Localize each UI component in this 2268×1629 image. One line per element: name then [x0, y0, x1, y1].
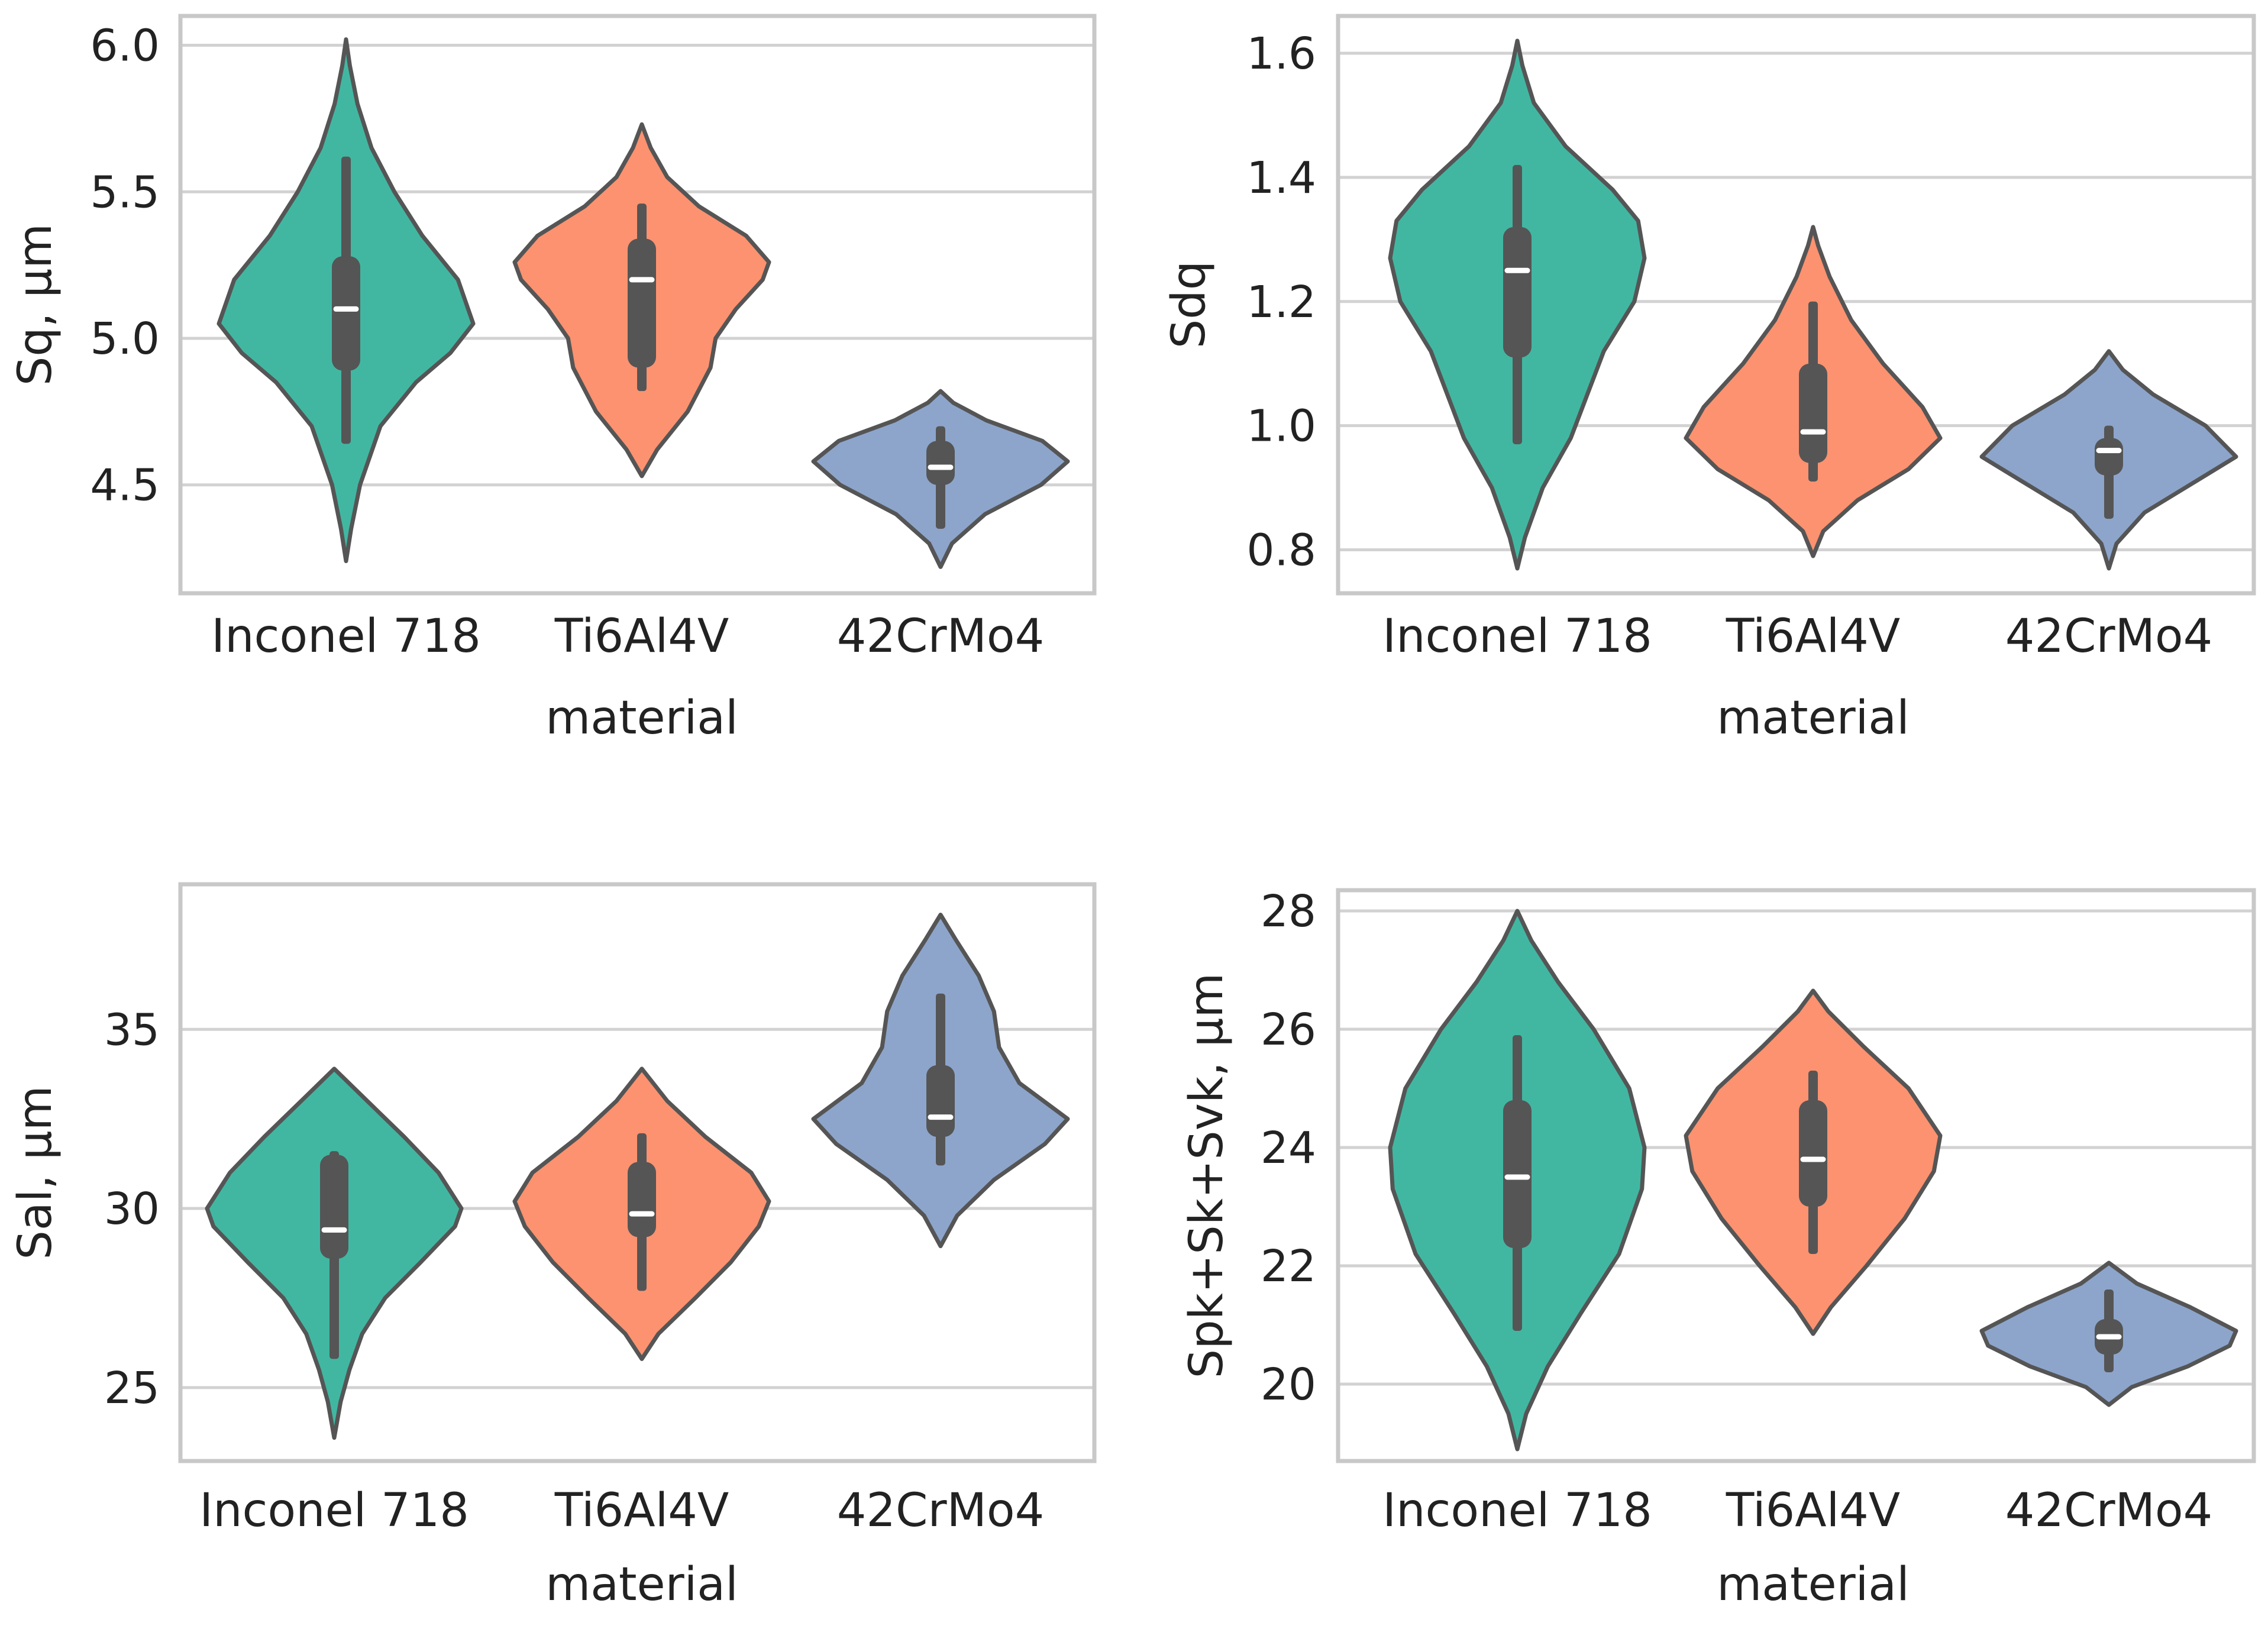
- violin-iqr-box: [926, 1065, 955, 1137]
- x-category-label: 42CrMo4: [2005, 610, 2212, 663]
- y-tick-label: 1.6: [1246, 28, 1316, 79]
- violin-iqr-box: [628, 238, 656, 368]
- plot-frame: [1336, 14, 2256, 596]
- x-category-label: Ti6Al4V: [554, 610, 729, 663]
- y-tick-label: 6.0: [90, 21, 160, 72]
- violin-iqr-box: [1799, 363, 1827, 463]
- y-axis-title: Spk+Sk+Svk, µm: [1180, 973, 1233, 1379]
- plot-frame: [178, 882, 1097, 1463]
- chart-panel-4: 20 22 24 26 28 Inconel 718 Ti6Al4V 42CrMo4 mater…: [1180, 886, 2256, 1611]
- violin-iqr-box: [926, 441, 955, 485]
- y-axis-title: Sdq: [1162, 261, 1216, 349]
- violin-ti6al4v: [1684, 988, 1943, 1336]
- x-axis-title: material: [1717, 691, 1910, 745]
- y-tick-label: 35: [104, 1004, 160, 1055]
- y-tick-label: 22: [1261, 1241, 1316, 1292]
- x-category-label: Ti6Al4V: [1726, 610, 1901, 663]
- x-category-label: Inconel 718: [1382, 1484, 1652, 1537]
- x-category-label: Inconel 718: [199, 1484, 469, 1537]
- y-tick-label: 25: [104, 1363, 160, 1414]
- violin-iqr-box: [320, 1155, 348, 1259]
- violin-iqr-box: [1799, 1100, 1827, 1207]
- violin-iqr-box: [1503, 227, 1532, 358]
- y-tick-label: 26: [1261, 1004, 1316, 1055]
- x-category-label: Ti6Al4V: [554, 1484, 729, 1537]
- violin-42crmo4: [1979, 1260, 2238, 1407]
- violin-ti6al4v: [1684, 225, 1943, 558]
- x-category-label: 42CrMo4: [837, 610, 1044, 663]
- x-category-label: 42CrMo4: [2005, 1484, 2212, 1537]
- violin-ti6al4v: [512, 122, 771, 479]
- y-tick-label: 1.2: [1246, 277, 1316, 328]
- chart-panel-1: 4.5 5.0 5.5 6.0 Inconel 718 Ti6Al4V 42CrMo4 mat…: [9, 14, 1097, 745]
- violin-inconel-718: [217, 37, 476, 564]
- y-tick-label: 5.5: [90, 167, 160, 218]
- x-category-label: Inconel 718: [1382, 610, 1652, 663]
- y-tick-label: 20: [1261, 1359, 1316, 1410]
- plot-frame: [1336, 888, 2256, 1463]
- x-category-label: Ti6Al4V: [1726, 1484, 1901, 1537]
- x-category-label: 42CrMo4: [837, 1484, 1044, 1537]
- violin-inconel-718: [205, 1066, 464, 1440]
- violin-inconel-718: [1388, 909, 1647, 1452]
- violin-ti6al4v: [512, 1066, 771, 1361]
- violin-inconel-718: [1388, 38, 1647, 571]
- y-tick-label: 1.4: [1246, 153, 1316, 203]
- y-axis-title: Sq, µm: [9, 224, 62, 386]
- x-category-label: Inconel 718: [211, 610, 481, 663]
- chart-panel-3: 25 30 35 Inconel 718 Ti6Al4V 42CrMo4 material S…: [9, 882, 1097, 1611]
- violin-42crmo4: [1979, 349, 2238, 571]
- chart-panel-2: 0.8 1.0 1.2 1.4 1.6 Inconel 718 Ti6Al4V 42CrMo4…: [1162, 14, 2256, 745]
- x-axis-title: material: [545, 1558, 738, 1611]
- y-tick-label: 30: [104, 1184, 160, 1234]
- violin-iqr-box: [332, 256, 360, 371]
- violin-42crmo4: [811, 389, 1070, 569]
- violin-42crmo4: [811, 912, 1070, 1249]
- y-axis-title: Sal, µm: [9, 1085, 62, 1259]
- y-tick-label: 4.5: [90, 460, 160, 511]
- y-tick-label: 5.0: [90, 313, 160, 364]
- x-axis-title: material: [1717, 1558, 1910, 1611]
- y-tick-label: 24: [1261, 1123, 1316, 1174]
- plot-frame: [178, 14, 1097, 596]
- violin-iqr-box: [628, 1162, 656, 1237]
- y-tick-label: 28: [1261, 886, 1316, 937]
- x-axis-title: material: [545, 691, 738, 745]
- y-tick-label: 1.0: [1246, 401, 1316, 452]
- violin-iqr-box: [1503, 1100, 1532, 1248]
- y-tick-label: 0.8: [1246, 525, 1316, 576]
- violin-iqr-box: [2095, 438, 2123, 476]
